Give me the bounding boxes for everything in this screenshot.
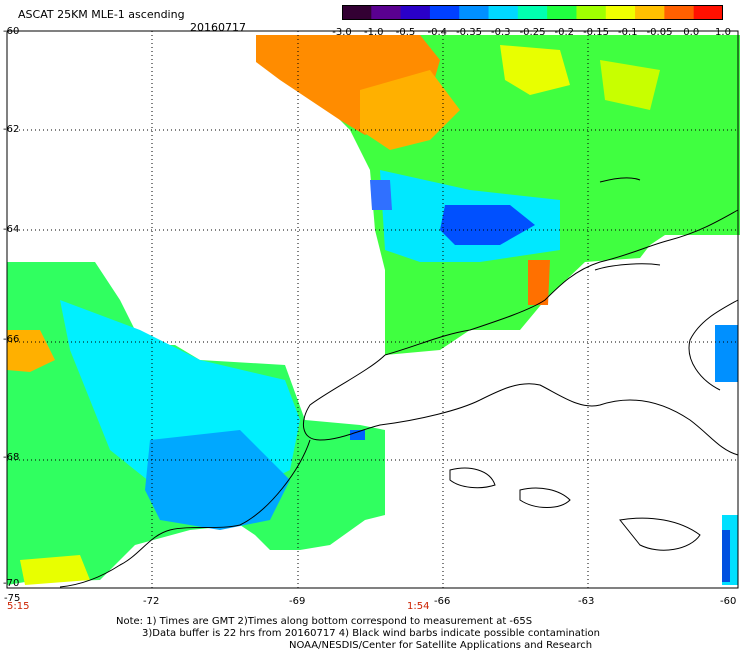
colorbar-swatch (664, 5, 695, 20)
coastline-path (59, 439, 311, 588)
data-swaths (7, 35, 740, 585)
colorbar-swatch (576, 5, 607, 20)
colorbar-tick-label: -0.2 (554, 27, 575, 38)
lon-label: -75 (4, 593, 21, 604)
swath-patch (20, 555, 90, 585)
lon-label: -72 (143, 596, 160, 607)
swath-patch (600, 60, 660, 110)
colorbar-swatch (371, 5, 402, 20)
coastline-path (688, 299, 739, 391)
note-line: NOAA/NESDIS/Center for Satellite Applica… (289, 640, 593, 650)
colorbar-tick-label: -0.5 (395, 27, 416, 38)
lat-label: -70 (3, 578, 20, 589)
colorbar-swatch (605, 5, 636, 20)
colorbar-tick-label: -1.0 (363, 27, 384, 38)
lat-label: -66 (3, 334, 20, 345)
colorbar-tick-label: -0.15 (583, 27, 609, 38)
swath-patch (370, 180, 392, 210)
time-label: 1:54 (407, 601, 430, 612)
coastline-path (479, 383, 739, 456)
swath-patch (500, 45, 570, 95)
coastline-path (619, 517, 701, 551)
colorbar-tick-label: 0.0 (683, 27, 700, 38)
lat-lon-grid (7, 31, 738, 588)
colorbar-swatch (342, 5, 372, 20)
colorbar-swatch (547, 5, 577, 20)
map-title: ASCAT 25KM MLE-1 ascending (18, 8, 185, 21)
swath-patch (528, 260, 550, 305)
time-label: 5:15 (7, 601, 30, 612)
swath-patch (7, 330, 55, 372)
colorbar-swatch (429, 5, 460, 20)
swath-patch (145, 430, 290, 530)
colorbar-swatch (459, 5, 490, 20)
colorbar-tick-label: -0.1 (617, 27, 638, 38)
coastline-path (384, 209, 739, 356)
lon-label: -69 (289, 596, 306, 607)
colorbar-tick-label: 1.0 (715, 27, 731, 38)
colorbar (342, 5, 723, 20)
map-frame (6, 30, 739, 589)
lat-label: -64 (3, 224, 20, 235)
colorbar-tick-label: -0.25 (519, 27, 546, 38)
colorbar-tick-label: -0.05 (646, 27, 673, 38)
note-line: Note: 1) Times are GMT 2)Times along bot… (116, 616, 533, 627)
lat-label: -68 (3, 452, 20, 463)
colorbar-tick-label: -3.0 (332, 27, 352, 38)
colorbar-swatch (517, 5, 548, 20)
coastline-path (594, 263, 661, 271)
note-line: 3)Data buffer is 22 hrs from 20160717 4)… (142, 628, 600, 639)
colorbar-swatch (635, 5, 665, 20)
swath-patch (722, 530, 730, 582)
lat-label: -60 (3, 26, 20, 37)
swath-patch (350, 430, 365, 440)
coastline-path (302, 354, 481, 441)
colorbar-tick-label: -0.3 (490, 27, 511, 38)
coastline-path (599, 177, 641, 183)
lon-label: -66 (434, 596, 451, 607)
colorbar-swatch (400, 5, 431, 20)
colorbar-swatch (488, 5, 519, 20)
lon-label: -60 (720, 596, 737, 607)
colorbar-swatch (693, 5, 723, 20)
swath-patch (715, 325, 738, 382)
coastline (59, 177, 739, 588)
lat-label: -62 (3, 124, 20, 135)
colorbar-tick-label: -0.35 (456, 27, 482, 38)
colorbar-tick-label: -0.4 (427, 27, 448, 38)
coastline-path (449, 467, 496, 489)
swath-patch (440, 205, 535, 245)
lon-label: -63 (578, 596, 595, 607)
coastline-path (519, 487, 571, 508)
